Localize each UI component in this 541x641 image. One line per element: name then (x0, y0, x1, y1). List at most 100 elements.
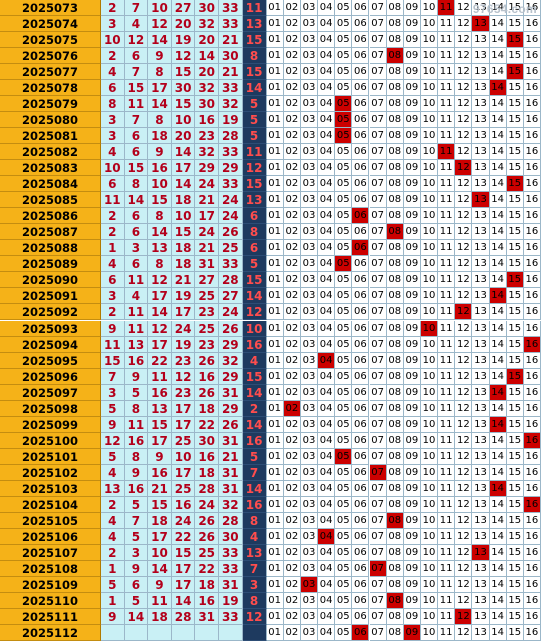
blue-trend-cell: 01 (266, 608, 284, 625)
red-ball-cell: 17 (148, 288, 172, 305)
blue-trend-cell: 14 (489, 128, 507, 145)
red-ball-cell: 8 (124, 448, 149, 465)
red-ball-cell: 17 (148, 432, 172, 449)
blue-trend-cell: 12 (455, 48, 473, 65)
red-ball-cell: 21 (219, 64, 243, 81)
red-ball-cell: 12 (101, 432, 125, 449)
red-ball-cell: 15 (171, 224, 196, 241)
blue-trend-cell: 01 (266, 432, 284, 449)
blue-trend-hit: 15 (506, 272, 524, 289)
blue-trend-cell: 08 (386, 336, 404, 353)
blue-trend-cell: 07 (369, 272, 387, 289)
red-ball-cell: 17 (171, 160, 196, 177)
blue-trend-cell: 03 (300, 112, 319, 129)
blue-trend-cell: 01 (266, 112, 284, 129)
red-ball-cell: 6 (124, 224, 149, 241)
blue-trend-cell: 16 (523, 272, 541, 289)
period-cell: 2025095 (0, 352, 101, 369)
blue-trend-cell: 09 (403, 464, 421, 481)
blue-trend-cell: 14 (489, 0, 507, 17)
period-cell: 2025110 (0, 592, 101, 609)
blue-trend-cell: 09 (403, 432, 421, 449)
red-ball-cell: 16 (148, 160, 172, 177)
blue-trend-cell: 04 (318, 288, 336, 305)
red-ball-cell: 25 (195, 320, 219, 337)
blue-trend-cell: 05 (335, 608, 353, 625)
blue-trend-cell: 11 (438, 64, 456, 81)
red-ball-cell: 23 (195, 304, 219, 321)
blue-trend-cell: 15 (506, 576, 524, 593)
red-ball-cell: 19 (171, 32, 196, 49)
period-cell: 2025081 (0, 128, 101, 145)
red-ball-cell: 33 (219, 544, 243, 561)
red-ball-cell: 11 (124, 416, 149, 433)
red-ball-cell: 18 (171, 240, 196, 257)
blue-trend-cell: 15 (506, 208, 524, 225)
red-ball-cell: 13 (124, 336, 149, 353)
blue-ball-cell: 16 (242, 432, 267, 449)
red-ball-cell: 24 (195, 176, 219, 193)
blue-trend-cell: 06 (352, 192, 370, 209)
blue-trend-cell: 12 (455, 432, 473, 449)
blue-trend-cell: 14 (489, 320, 507, 337)
blue-trend-cell: 04 (318, 576, 336, 593)
red-ball-cell: 9 (148, 576, 172, 593)
red-ball-cell: 23 (171, 384, 196, 401)
red-ball-cell: 15 (171, 544, 196, 561)
blue-trend-cell: 05 (335, 288, 353, 305)
blue-trend-cell: 04 (318, 256, 336, 273)
blue-trend-cell: 02 (283, 624, 301, 641)
red-ball-cell: 30 (195, 96, 219, 113)
blue-trend-cell: 04 (318, 368, 336, 385)
blue-trend-cell: 01 (266, 80, 284, 97)
blue-trend-cell: 04 (318, 432, 336, 449)
blue-trend-hit: 12 (455, 608, 473, 625)
blue-trend-cell: 15 (506, 544, 524, 561)
blue-trend-cell: 02 (283, 160, 301, 177)
blue-trend-hit: 04 (318, 528, 336, 545)
period-cell: 2025084 (0, 176, 101, 193)
blue-trend-cell: 16 (523, 560, 541, 577)
blue-trend-cell: 16 (523, 416, 541, 433)
blue-trend-cell: 07 (369, 144, 387, 161)
red-ball-cell: 8 (148, 208, 172, 225)
blue-trend-cell: 15 (506, 288, 524, 305)
blue-trend-cell: 10 (420, 288, 439, 305)
red-ball-cell: 6 (101, 272, 125, 289)
blue-trend-cell: 11 (438, 192, 456, 209)
blue-trend-cell: 02 (283, 432, 301, 449)
blue-trend-cell: 05 (335, 272, 353, 289)
blue-trend-cell: 08 (386, 112, 404, 129)
blue-trend-cell: 09 (403, 496, 421, 513)
blue-trend-cell: 09 (403, 272, 421, 289)
red-ball-cell: 8 (124, 400, 149, 417)
blue-trend-cell: 09 (403, 608, 421, 625)
blue-trend-cell: 13 (472, 304, 490, 321)
red-ball-cell: 9 (124, 560, 149, 577)
blue-trend-cell: 06 (352, 80, 370, 97)
red-ball-cell: 14 (148, 304, 172, 321)
blue-trend-cell: 05 (335, 304, 353, 321)
blue-trend-cell: 15 (506, 320, 524, 337)
blue-trend-cell: 16 (523, 400, 541, 417)
blue-trend-cell: 03 (300, 400, 319, 417)
blue-trend-cell: 10 (420, 528, 439, 545)
blue-ball-cell: 14 (242, 384, 267, 401)
blue-trend-cell: 09 (403, 208, 421, 225)
blue-trend-cell: 14 (489, 352, 507, 369)
blue-trend-cell: 14 (489, 512, 507, 529)
blue-trend-cell: 08 (386, 192, 404, 209)
blue-trend-cell: 10 (420, 496, 439, 513)
blue-ball-cell: 8 (242, 592, 267, 609)
blue-trend-cell: 08 (386, 320, 404, 337)
blue-trend-cell: 07 (369, 0, 387, 17)
red-ball-cell: 20 (171, 128, 196, 145)
blue-trend-cell: 15 (506, 528, 524, 545)
red-ball-cell: 23 (195, 336, 219, 353)
red-ball-cell: 14 (124, 192, 149, 209)
blue-trend-cell: 12 (455, 256, 473, 273)
blue-trend-cell: 04 (318, 592, 336, 609)
blue-trend-cell: 16 (523, 0, 541, 17)
blue-trend-cell: 08 (386, 496, 404, 513)
blue-trend-cell: 14 (489, 528, 507, 545)
